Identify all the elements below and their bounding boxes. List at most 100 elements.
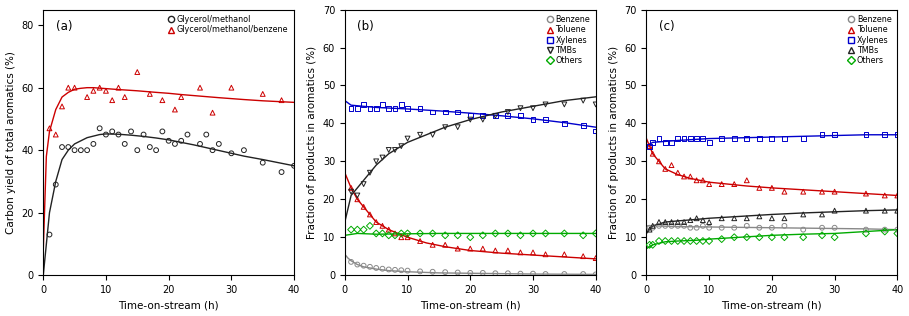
Point (664, 239, 679, 244)
Point (796, 227, 811, 232)
Point (664, 223, 679, 228)
Point (814, 189, 829, 194)
Text: (a): (a) (55, 20, 72, 33)
Point (451, 246, 465, 251)
Point (225, 151, 239, 156)
Point (683, 239, 697, 244)
Point (664, 220, 679, 225)
Point (363, 106, 377, 111)
Point (438, 109, 453, 114)
Point (86, 141, 101, 146)
Point (689, 239, 704, 244)
Point (42, 232, 56, 237)
Point (488, 231, 503, 236)
Point (538, 117, 553, 122)
Point (859, 132, 874, 137)
Point (643, 227, 657, 232)
Point (438, 125, 453, 130)
Point (677, 239, 692, 244)
Point (451, 109, 465, 114)
Point (740, 178, 754, 183)
Point (382, 227, 396, 232)
Legend: Benzene, Toluene, Xylenes, TMBs, Others: Benzene, Toluene, Xylenes, TMBs, Others (544, 14, 592, 67)
Point (890, 132, 904, 137)
Point (205, 110, 220, 115)
Point (777, 136, 792, 141)
Point (695, 223, 710, 228)
Point (105, 129, 119, 134)
Point (814, 225, 829, 230)
Point (740, 216, 754, 221)
Point (111, 132, 125, 137)
Point (174, 138, 188, 143)
Point (814, 212, 829, 217)
Point (475, 233, 490, 238)
Point (702, 140, 716, 145)
Point (695, 218, 710, 223)
Point (683, 174, 697, 179)
Point (67, 85, 82, 90)
Point (375, 102, 390, 107)
Point (683, 225, 697, 230)
Point (488, 248, 503, 253)
Point (344, 185, 358, 191)
Point (400, 268, 415, 273)
Point (155, 129, 170, 134)
Point (652, 239, 666, 244)
Point (752, 185, 766, 191)
Point (463, 246, 477, 251)
Point (413, 132, 427, 137)
Point (463, 117, 477, 122)
Point (488, 113, 503, 118)
Point (859, 191, 874, 196)
Point (557, 102, 572, 107)
Point (287, 163, 302, 168)
Point (658, 223, 673, 228)
Point (413, 239, 427, 244)
Point (375, 266, 390, 271)
Point (501, 113, 515, 118)
Point (645, 242, 660, 247)
Point (363, 170, 377, 175)
Point (702, 220, 716, 225)
Point (117, 94, 132, 100)
Point (859, 231, 874, 236)
Point (643, 144, 657, 149)
Point (394, 231, 408, 236)
Point (255, 160, 270, 165)
Point (363, 212, 377, 217)
Point (463, 113, 477, 118)
Point (514, 271, 528, 276)
Point (149, 148, 164, 153)
Point (255, 91, 270, 96)
Point (344, 106, 358, 111)
Point (344, 189, 358, 194)
Point (588, 256, 603, 261)
Point (475, 113, 490, 118)
Point (645, 140, 660, 145)
Point (356, 263, 371, 268)
Point (658, 239, 673, 244)
Point (576, 98, 591, 103)
Point (375, 155, 390, 160)
Point (93, 126, 107, 131)
Point (394, 102, 408, 107)
Point (796, 212, 811, 217)
Point (212, 141, 226, 146)
Point (525, 117, 540, 122)
Point (463, 235, 477, 240)
Point (752, 214, 766, 219)
Point (890, 208, 904, 213)
Point (576, 254, 591, 259)
Legend: Benzene, Toluene, Xylenes, TMBs, Others: Benzene, Toluene, Xylenes, TMBs, Others (846, 14, 894, 67)
Point (514, 106, 528, 111)
Point (764, 216, 779, 221)
Point (752, 136, 766, 141)
Point (643, 225, 657, 230)
Point (350, 227, 365, 232)
X-axis label: Time-on-stream (h): Time-on-stream (h) (118, 301, 219, 310)
Point (557, 121, 572, 126)
Point (671, 170, 685, 175)
Point (394, 268, 408, 273)
Point (877, 229, 892, 234)
